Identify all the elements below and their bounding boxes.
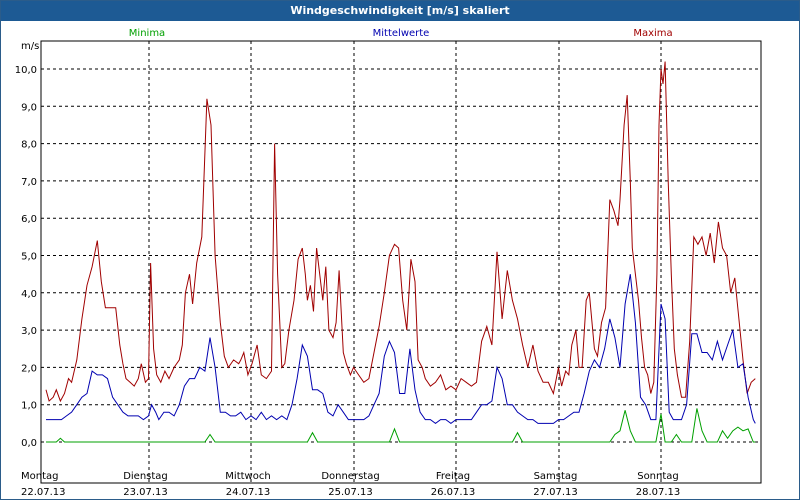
day-name-label: Dienstag [123,471,168,482]
x-axis-day-labels: Montag 22.07.13 Dienstag 23.07.13 Mittwoch 24… [21,471,680,498]
legend-maxima: Maxima [633,28,672,39]
day-date-label: 28.07.13 [636,487,681,498]
day-name-label: Mittwoch [225,471,270,482]
y-tick-label: 9,0 [21,102,37,113]
day-date-label: 26.07.13 [431,487,476,498]
y-axis-ticks: 0,0 1,0 2,0 3,0 4,0 5,0 6,0 7,0 8,0 9,0 10,0 [15,65,37,449]
y-tick-label: 2,0 [21,363,37,374]
y-tick-label: 0,0 [21,438,37,449]
legend: Minima Mittelwerte Maxima [129,28,673,39]
series-mittelwerte [46,274,756,425]
day-date-label: 24.07.13 [226,487,271,498]
legend-minima: Minima [129,28,165,39]
chart-title: Windgeschwindigkeit [m/s] skaliert [1,1,799,21]
y-tick-label: 3,0 [21,326,37,337]
day-date-label: 25.07.13 [328,487,373,498]
day-name-label: Montag [21,471,58,482]
grid-lines [41,41,761,483]
y-tick-label: 10,0 [15,65,37,76]
series-lines [45,61,756,443]
wind-speed-chart: m/s Minima Mittelwerte Maxima 0,0 1,0 2,0 3,0… [15,28,762,498]
series-minima [46,408,756,443]
day-name-label: Donnerstag [321,471,379,482]
day-name-label: Freitag [436,471,470,482]
y-tick-label: 8,0 [21,140,37,151]
day-date-label: 27.07.13 [533,487,578,498]
y-tick-label: 4,0 [21,289,37,300]
day-date-label: 23.07.13 [123,487,168,498]
day-name-label: Sonntag [637,471,679,482]
y-tick-label: 6,0 [21,214,37,225]
y-axis-unit-label: m/s [21,41,39,52]
series-maxima [45,61,756,403]
y-tick-label: 7,0 [21,177,37,188]
day-name-label: Samstag [534,471,578,482]
legend-mittelwerte: Mittelwerte [373,28,430,39]
y-tick-label: 1,0 [21,401,37,412]
plot-area [40,40,762,484]
y-tick-label: 5,0 [21,252,37,263]
day-date-label: 22.07.13 [21,487,66,498]
